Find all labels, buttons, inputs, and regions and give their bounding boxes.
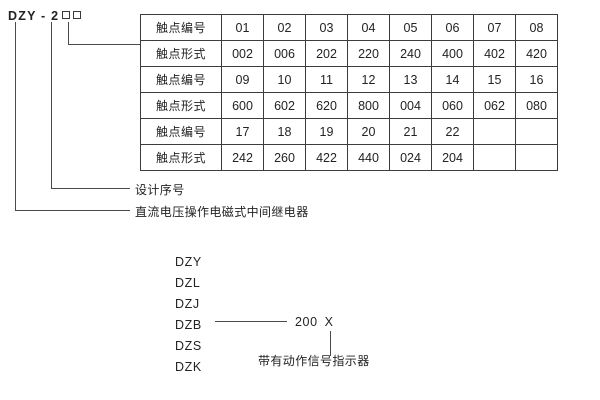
table-row: 触点形式 002 006 202 220 240 400 402 420	[140, 40, 558, 67]
annotation-design-serial: 设计序号	[135, 183, 185, 197]
table-cell: 01	[221, 14, 264, 41]
leader-line-contact-vertical	[68, 22, 70, 45]
list-item: DZS	[175, 339, 202, 353]
table-cell	[515, 144, 558, 171]
table-cell: 800	[347, 92, 390, 119]
list-item: DZJ	[175, 297, 200, 311]
table-cell: 080	[515, 92, 558, 119]
table-cell: 060	[431, 92, 474, 119]
table-cell: 602	[263, 92, 306, 119]
table-cell: 19	[305, 118, 348, 145]
annotation-relay-description: 直流电压操作电磁式中间继电器	[135, 205, 309, 219]
table-cell: 002	[221, 40, 264, 67]
table-body: 触点编号 01 02 03 04 05 06 07 08 触点形式 002 00…	[140, 14, 558, 171]
table-cell: 240	[389, 40, 432, 67]
list-item: DZK	[175, 360, 202, 374]
table-cell: 12	[347, 66, 390, 93]
table-cell: 006	[263, 40, 306, 67]
leader-line-description-vertical	[15, 22, 17, 211]
table-cell: 10	[263, 66, 306, 93]
table-cell: 400	[431, 40, 474, 67]
table-cell: 16	[515, 66, 558, 93]
table-cell: 204	[431, 144, 474, 171]
table-cell: 18	[263, 118, 306, 145]
table-cell: 20	[347, 118, 390, 145]
model-code: DZY - 2	[8, 9, 82, 23]
table-row: 触点形式 600 602 620 800 004 060 062 080	[140, 92, 558, 119]
table-cell: 17	[221, 118, 264, 145]
table-cell: 420	[515, 40, 558, 67]
table-cell: 13	[389, 66, 432, 93]
table-cell: 14	[431, 66, 474, 93]
table-cell: 04	[347, 14, 390, 41]
series-legend-list: DZY DZL DZJ DZB DZS DZK	[175, 252, 202, 378]
table-cell: 004	[389, 92, 432, 119]
suffix-letter: X	[324, 315, 334, 329]
table-cell: 07	[473, 14, 516, 41]
table-cell: 620	[305, 92, 348, 119]
suffix-note: 带有动作信号指示器	[258, 354, 370, 368]
leader-line-design-vertical	[51, 22, 53, 189]
table-cell: 08	[515, 14, 558, 41]
leader-line-contact-horizontal	[68, 43, 140, 45]
table-cell: 422	[305, 144, 348, 171]
contact-spec-table: 触点编号 01 02 03 04 05 06 07 08 触点形式 002 00…	[140, 14, 558, 171]
table-cell: 220	[347, 40, 390, 67]
table-cell: 03	[305, 14, 348, 41]
table-cell: 11	[305, 66, 348, 93]
table-cell: 15	[473, 66, 516, 93]
list-item: DZL	[175, 276, 201, 290]
table-row: 触点编号 09 10 11 12 13 14 15 16	[140, 66, 558, 93]
table-cell	[515, 118, 558, 145]
list-item: DZY	[175, 255, 202, 269]
placeholder-square-2	[73, 11, 82, 19]
leader-line-suffix-horizontal	[215, 320, 287, 322]
table-cell: 402	[473, 40, 516, 67]
table-cell	[473, 144, 516, 171]
table-cell: 06	[431, 14, 474, 41]
table-cell: 600	[221, 92, 264, 119]
model-code-prefix: DZY - 2	[8, 9, 60, 23]
table-cell: 242	[221, 144, 264, 171]
row-label: 触点形式	[140, 40, 222, 67]
placeholder-square-1	[62, 11, 71, 19]
list-item: DZB	[175, 318, 202, 332]
leader-line-design-horizontal	[51, 187, 130, 189]
table-cell: 062	[473, 92, 516, 119]
leader-line-note-vertical	[330, 331, 332, 356]
table-cell: 02	[263, 14, 306, 41]
row-label: 触点形式	[140, 144, 222, 171]
table-cell: 202	[305, 40, 348, 67]
row-label: 触点编号	[140, 66, 222, 93]
table-row: 触点形式 242 260 422 440 024 204	[140, 144, 558, 171]
leader-line-description-horizontal	[15, 209, 130, 211]
table-cell: 05	[389, 14, 432, 41]
table-row: 触点编号 01 02 03 04 05 06 07 08	[140, 14, 558, 41]
row-label: 触点编号	[140, 14, 222, 41]
table-cell: 024	[389, 144, 432, 171]
row-label: 触点编号	[140, 118, 222, 145]
table-row: 触点编号 17 18 19 20 21 22	[140, 118, 558, 145]
table-cell: 22	[431, 118, 474, 145]
row-label: 触点形式	[140, 92, 222, 119]
table-cell: 440	[347, 144, 390, 171]
series-suffix: 200 X	[295, 315, 334, 329]
suffix-number: 200	[295, 315, 318, 329]
table-cell: 260	[263, 144, 306, 171]
table-cell	[473, 118, 516, 145]
table-cell: 09	[221, 66, 264, 93]
table-cell: 21	[389, 118, 432, 145]
